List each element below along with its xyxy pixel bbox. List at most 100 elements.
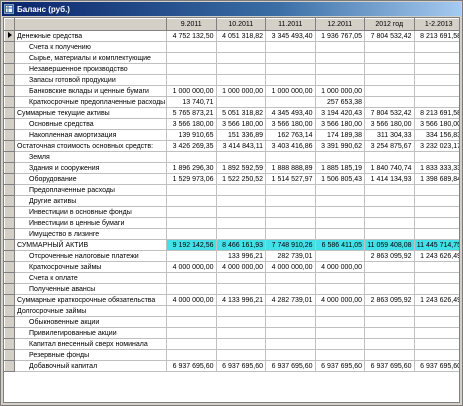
- value-cell[interactable]: [265, 195, 316, 207]
- value-cell[interactable]: 1 529 973,06: [166, 173, 217, 185]
- value-cell[interactable]: 334 156,83: [413, 129, 459, 141]
- column-header[interactable]: 2012 год: [364, 18, 415, 31]
- value-cell[interactable]: [215, 184, 266, 196]
- value-cell[interactable]: 1 000 000,00: [215, 85, 266, 97]
- value-cell[interactable]: 4 282 739,01: [265, 294, 316, 306]
- row-label[interactable]: Резервные фонды: [14, 349, 167, 361]
- table-row[interactable]: Краткосрочные предоплаченные расходы 13 7…: [4, 96, 459, 108]
- value-cell[interactable]: [413, 74, 459, 86]
- row-label[interactable]: Краткосрочные займы: [14, 261, 167, 273]
- row-indicator[interactable]: [4, 217, 15, 229]
- value-cell[interactable]: 3 254 875,67: [364, 140, 415, 152]
- row-indicator[interactable]: [4, 30, 15, 42]
- row-indicator[interactable]: [4, 349, 15, 361]
- value-cell[interactable]: [215, 316, 266, 328]
- table-row[interactable]: Отсроченные налоговые платежи 133 996,21 2…: [4, 250, 459, 262]
- value-cell[interactable]: [314, 151, 365, 163]
- value-cell[interactable]: [364, 327, 415, 339]
- value-cell[interactable]: [314, 74, 365, 86]
- value-cell[interactable]: 3 403 416,86: [265, 140, 316, 152]
- row-label[interactable]: Счета к оплате: [14, 272, 167, 284]
- value-cell[interactable]: [265, 305, 316, 317]
- row-indicator[interactable]: [4, 107, 15, 119]
- row-label[interactable]: Здания и сооружения: [14, 162, 167, 174]
- value-cell[interactable]: 4 000 000,00: [166, 261, 217, 273]
- value-cell[interactable]: [364, 74, 415, 86]
- value-cell[interactable]: [215, 228, 266, 240]
- value-cell[interactable]: [215, 338, 266, 350]
- value-cell[interactable]: 6 937 695,60: [364, 360, 415, 372]
- row-indicator[interactable]: [4, 294, 15, 306]
- table-row[interactable]: Предоплаченные расходы: [4, 184, 459, 196]
- value-cell[interactable]: 5 051 318,82: [215, 107, 266, 119]
- value-cell[interactable]: [413, 195, 459, 207]
- row-indicator[interactable]: [4, 360, 15, 372]
- value-cell[interactable]: [413, 272, 459, 284]
- value-cell[interactable]: [265, 316, 316, 328]
- row-indicator[interactable]: [4, 184, 15, 196]
- value-cell[interactable]: [265, 74, 316, 86]
- value-cell[interactable]: 6 937 695,60: [413, 360, 459, 372]
- value-cell[interactable]: 4 345 493,40: [265, 107, 316, 119]
- value-cell[interactable]: [314, 217, 365, 229]
- row-indicator[interactable]: [4, 151, 15, 163]
- row-label[interactable]: Краткосрочные предоплаченные расходы: [14, 96, 167, 108]
- balance-grid[interactable]: 9.2011 10.2011 11.2011 12.2011 2012 год …: [3, 17, 460, 403]
- value-cell[interactable]: [215, 151, 266, 163]
- value-cell[interactable]: [166, 250, 217, 262]
- value-cell[interactable]: 3 194 420,43: [314, 107, 365, 119]
- value-cell[interactable]: [166, 52, 217, 64]
- value-cell[interactable]: 8 213 691,58: [413, 30, 459, 42]
- value-cell[interactable]: [215, 283, 266, 295]
- value-cell[interactable]: [265, 184, 316, 196]
- row-label[interactable]: Счета к получению: [14, 41, 167, 53]
- value-cell[interactable]: [314, 41, 365, 53]
- value-cell[interactable]: [265, 272, 316, 284]
- value-cell[interactable]: [413, 305, 459, 317]
- table-row[interactable]: Сырье, материалы и комплектующие: [4, 52, 459, 64]
- value-cell[interactable]: 4 051 318,82: [215, 30, 266, 42]
- row-indicator[interactable]: [4, 228, 15, 240]
- value-cell[interactable]: [265, 327, 316, 339]
- row-label[interactable]: Привилегированные акции: [14, 327, 167, 339]
- table-row[interactable]: Суммарные текущие активы 5 765 873,21 5 05…: [4, 107, 459, 119]
- table-row[interactable]: Краткосрочные займы 4 000 000,00 4 000 000…: [4, 261, 459, 273]
- value-cell[interactable]: 11 059 408,08: [364, 239, 415, 251]
- value-cell[interactable]: 3 391 990,62: [314, 140, 365, 152]
- value-cell[interactable]: 1 000 000,00: [265, 85, 316, 97]
- row-label[interactable]: Запасы готовой продукции: [14, 74, 167, 86]
- value-cell[interactable]: [166, 272, 217, 284]
- value-cell[interactable]: 2 863 095,92: [364, 250, 415, 262]
- value-cell[interactable]: 257 653,38: [314, 96, 365, 108]
- row-indicator[interactable]: [4, 129, 15, 141]
- value-cell[interactable]: 311 304,33: [364, 129, 415, 141]
- value-cell[interactable]: [413, 217, 459, 229]
- value-cell[interactable]: 3 566 180,00: [166, 118, 217, 130]
- column-header[interactable]: 12.2011: [314, 18, 365, 31]
- value-cell[interactable]: [413, 63, 459, 75]
- value-cell[interactable]: 3 566 180,00: [364, 118, 415, 130]
- row-label[interactable]: Суммарные краткосрочные обязательства: [14, 294, 167, 306]
- table-row[interactable]: Здания и сооружения 1 896 296,30 1 892 592…: [4, 162, 459, 174]
- value-cell[interactable]: [215, 217, 266, 229]
- value-cell[interactable]: 1 514 527,97: [265, 173, 316, 185]
- row-indicator[interactable]: [4, 261, 15, 273]
- value-cell[interactable]: 133 996,21: [215, 250, 266, 262]
- value-cell[interactable]: 3 232 023,17: [413, 140, 459, 152]
- value-cell[interactable]: 11 445 714,75: [413, 239, 459, 251]
- value-cell[interactable]: [364, 85, 415, 97]
- value-cell[interactable]: 1 522 250,52: [215, 173, 266, 185]
- row-indicator[interactable]: [4, 63, 15, 75]
- value-cell[interactable]: 1 506 805,43: [314, 173, 365, 185]
- value-cell[interactable]: 6 937 695,60: [215, 360, 266, 372]
- value-cell[interactable]: [166, 338, 217, 350]
- value-cell[interactable]: [166, 41, 217, 53]
- value-cell[interactable]: [166, 195, 217, 207]
- table-row[interactable]: Остаточная стоимость основных средств: 3 …: [4, 140, 459, 152]
- row-indicator[interactable]: [4, 162, 15, 174]
- value-cell[interactable]: [215, 195, 266, 207]
- value-cell[interactable]: [166, 151, 217, 163]
- value-cell[interactable]: 1 414 134,93: [364, 173, 415, 185]
- table-row[interactable]: Резервные фонды: [4, 349, 459, 361]
- value-cell[interactable]: [364, 151, 415, 163]
